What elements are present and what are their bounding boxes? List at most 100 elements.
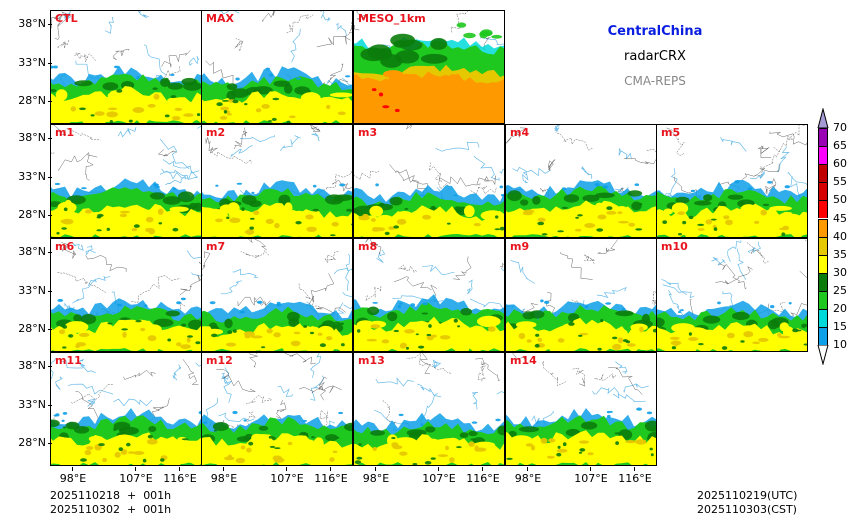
colorbar-segment [818,290,828,309]
lon-tick-label: 116°E [160,467,200,485]
lat-tick-label: 38°N [2,17,52,30]
lon-tick-label: 107°E [267,467,307,485]
lat-tick-label: 33°N [2,284,52,297]
radar-echo [506,407,656,465]
colorbar-level-label: 55 [833,175,847,189]
panel-label: MAX [206,12,234,25]
panel-label: m11 [55,354,82,367]
colorbar-level-label: 20 [833,302,847,315]
colorbar-level-label: 50 [833,193,847,207]
reflectivity-map [657,239,807,351]
map-panel-m12: m12 [201,352,353,466]
lat-tick-label: 38°N [2,245,52,258]
radar-echo [202,180,352,237]
colorbar-level-label: 60 [833,157,847,171]
reflectivity-map [202,125,352,237]
colorbar-segment [818,272,828,291]
map-panel-m1: m1 [50,124,202,238]
map-panel-m10: m10 [656,238,808,352]
panel-label: m9 [510,240,530,253]
colorbar-segment [818,254,828,273]
map-panel-m14: m14 [505,352,657,466]
radar-echo [657,300,807,351]
panel-label: MESO_1km [358,12,426,25]
river-lines [51,357,201,407]
lat-tick-label: 33°N [2,170,52,183]
radar-echo [354,183,504,237]
colorbar-segment [818,218,828,237]
panel-label: m14 [510,354,537,367]
colorbar-segment [818,327,828,346]
reflectivity-map [506,125,656,237]
lat-tick-label: 38°N [2,359,52,372]
panel-label: m12 [206,354,233,367]
lon-tick-label: 98°E [508,467,548,485]
radar-echo [202,66,352,123]
colorbar-level-label: 25 [833,283,847,297]
lat-tick-label: 28°N [2,436,52,449]
colorbar-max-extension [817,108,829,128]
radar-echo [506,299,656,351]
radar-echo [354,412,504,465]
reflectivity-map [202,11,352,123]
map-panel-meso-1km: MESO_1km [353,10,505,124]
panel-label: m2 [206,126,226,139]
reflectivity-map [354,353,504,465]
reflectivity-map [51,357,201,465]
radar-echo [506,180,656,237]
colorbar-level-label: 15 [833,320,847,334]
init-time-utc: 2025110218 + 001h [50,489,172,502]
map-panel-m3: m3 [353,124,505,238]
panel-label: m1 [55,126,75,139]
valid-time-cst: 2025110303(CST) [697,503,797,516]
radar-echo [657,179,807,237]
lon-tick-label: 98°E [204,467,244,485]
product-title: radarCRX [624,49,686,64]
lon-tick-label: 116°E [615,467,655,485]
lon-tick-label: 107°E [116,467,156,485]
lat-tick-label: 33°N [2,398,52,411]
colorbar-level-label: 45 [833,211,847,225]
colorbar-segment [818,200,828,219]
colorbar-level-label: 35 [833,247,847,261]
lon-tick-label: 107°E [571,467,611,485]
region-title: CentralChina [607,24,703,39]
colorbar-level-label: 30 [833,265,847,279]
reflectivity-map [202,353,352,465]
map-panel-m7: m7 [201,238,353,352]
colorbar-segment [818,146,828,165]
radar-echo [51,297,201,351]
lat-tick-label: 38°N [2,131,52,144]
reflectivity-map [51,125,201,237]
colorbar-min-extension [817,345,829,366]
reflectivity-map [354,125,504,237]
lat-tick-label: 33°N [2,56,52,69]
panel-label: m3 [358,126,378,139]
map-panel-ctl: CTL [50,10,202,124]
panel-label: m13 [358,354,385,367]
radar-echo [202,410,352,465]
colorbar-level-label: 10 [833,338,847,352]
panel-label: m4 [510,126,530,139]
lat-tick-label: 28°N [2,322,52,335]
lon-tick-label: 116°E [311,467,351,485]
valid-time-utc: 2025110219(UTC) [697,489,798,502]
panel-label: m7 [206,240,226,253]
lon-tick-label: 116°E [463,467,503,485]
radar-echo [51,408,201,465]
lon-tick-label: 98°E [356,467,396,485]
lat-tick-label: 28°N [2,94,52,107]
colorbar-segment [818,309,828,328]
panel-label: m5 [661,126,681,139]
map-panel-m5: m5 [656,124,808,238]
map-panel-m13: m13 [353,352,505,466]
map-panel-m4: m4 [505,124,657,238]
colorbar-segment [818,128,828,147]
system-title: CMA-REPS [624,74,686,88]
reflectivity-map [506,353,656,465]
reflectivity-map [354,239,504,351]
colorbar-segment [818,182,828,201]
reflectivity-map [51,11,201,123]
panel-label: m10 [661,240,688,253]
colorbar-segment [818,164,828,183]
